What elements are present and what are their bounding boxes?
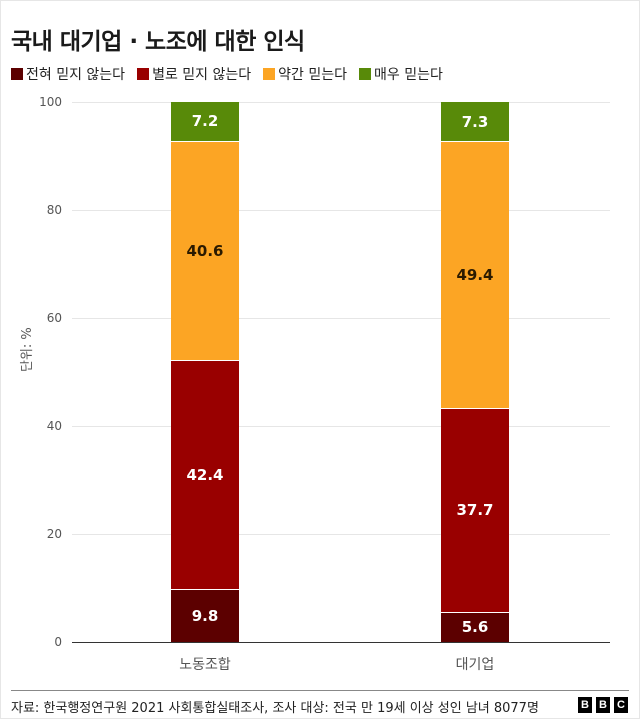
logo-letter: C: [614, 697, 628, 713]
segment-value: 7.2: [191, 112, 219, 131]
gridline: [72, 102, 610, 103]
segment-value: 9.8: [191, 607, 219, 626]
legend-swatch: [11, 68, 23, 80]
segment-value: 37.7: [456, 501, 494, 520]
segment-value: 7.3: [461, 112, 489, 131]
segment-value: 42.4: [186, 466, 224, 485]
x-axis-baseline: [72, 642, 610, 643]
chart-title: 국내 대기업 · 노조에 대한 인식: [11, 29, 305, 55]
bar-labor-union: 9.8 42.4 40.6 7.2: [171, 102, 239, 642]
bar-segment-not-much: 42.4: [171, 360, 239, 590]
legend-item-not-at-all: 전혀 믿지 않는다: [11, 64, 125, 84]
y-tick: 0: [54, 635, 62, 649]
bar-segment-not-much: 37.7: [441, 408, 509, 612]
gridline: [72, 426, 610, 427]
logo-letter: B: [578, 697, 592, 713]
legend-item-somewhat: 약간 믿는다: [263, 64, 347, 84]
legend-swatch: [263, 68, 276, 80]
logo-letter: B: [596, 697, 610, 713]
bar-segment-somewhat: 40.6: [171, 140, 239, 361]
gridline: [72, 534, 610, 535]
y-tick: 60: [46, 311, 62, 325]
y-tick: 20: [46, 527, 62, 541]
segment-value: 49.4: [456, 266, 494, 285]
bar-large-corporations: 5.6 37.7 49.4 7.3: [441, 102, 509, 642]
legend-label: 전혀 믿지 않는다: [26, 67, 126, 83]
segment-value: 40.6: [186, 241, 224, 260]
legend-item-very-much: 매우 믿는다: [358, 64, 443, 84]
y-tick: 40: [46, 419, 62, 433]
x-label-large-corporations: 대기업: [455, 657, 495, 673]
legend-label: 약간 믿는다: [278, 67, 347, 83]
y-tick: 100: [39, 95, 62, 109]
legend-label: 매우 믿는다: [373, 67, 443, 83]
gridline: [72, 210, 610, 211]
bar-segment-very-much: 7.2: [171, 102, 239, 141]
segment-value: 5.6: [461, 618, 489, 637]
footer-divider: [11, 690, 629, 691]
legend-swatch: [358, 68, 371, 80]
legend-label: 별로 믿지 않는다: [152, 67, 252, 83]
bar-segment-very-much: 7.3: [441, 102, 509, 142]
plot-area: 9.8 42.4 40.6 7.2 5.6 37.7 49.4 7.3: [72, 102, 610, 643]
x-label-labor-union: 노동조합: [179, 657, 231, 673]
legend-item-not-much: 별로 믿지 않는다: [137, 64, 251, 84]
bar-segment-somewhat: 49.4: [441, 141, 509, 409]
bar-segment-not-at-all: 5.6: [441, 611, 509, 642]
legend: 전혀 믿지 않는다 별로 믿지 않는다 약간 믿는다 매우 믿는다: [11, 64, 443, 84]
legend-swatch: [137, 68, 150, 80]
y-axis-label: 단위: %: [20, 327, 35, 372]
bar-segment-not-at-all: 9.8: [171, 589, 239, 642]
source-note: 자료: 한국행정연구원 2021 사회통합실태조사, 조사 대상: 전국 만 1…: [11, 701, 539, 716]
y-tick: 80: [46, 203, 62, 217]
gridline: [72, 318, 610, 319]
bbc-logo: B B C: [578, 697, 628, 713]
